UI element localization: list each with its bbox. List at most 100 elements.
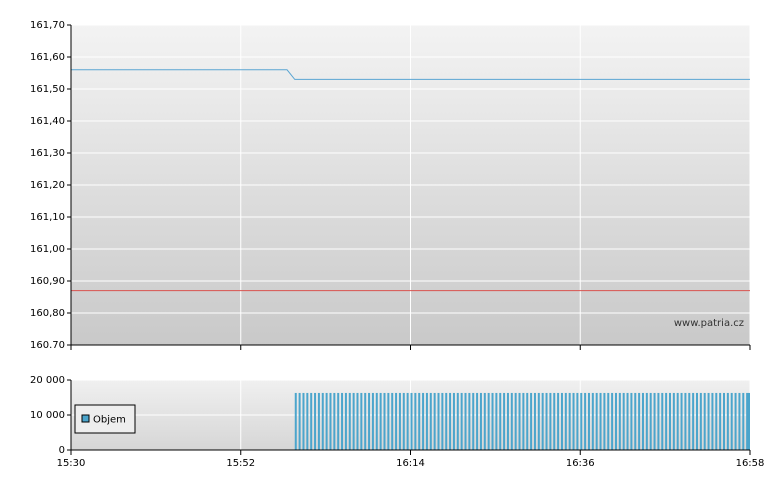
volume-bar [684,392,687,450]
y-tick-label: 0 [59,445,65,456]
volume-bar [441,392,444,450]
volume-bar [672,392,675,450]
volume-bar [429,392,432,450]
x-tick-label: 16:36 [566,458,595,469]
y-tick-label: 161,50 [30,84,65,95]
volume-bar [341,392,344,450]
volume-bar [626,392,629,450]
volume-bar [557,392,560,450]
volume-bar [599,392,602,450]
volume-bar [618,392,621,450]
volume-bar [356,392,359,450]
volume-bar [622,392,625,450]
y-tick-label: 161,70 [30,20,65,31]
volume-bar [487,392,490,450]
volume-bar [607,392,610,450]
volume-bar [537,392,540,450]
volume-bar [398,392,401,450]
y-tick-label: 161,20 [30,180,65,191]
volume-bar [317,392,320,450]
volume-bar [491,392,494,450]
volume-bar [560,392,563,450]
volume-bar [699,392,702,450]
volume-bar [711,392,714,450]
volume-bar [545,392,548,450]
volume-bar [344,392,347,450]
volume-bar [460,392,463,450]
volume-bar [452,392,455,450]
price-line [71,69,750,80]
volume-bar [425,392,428,450]
y-tick-label: 161,40 [30,116,65,127]
volume-bar [549,392,552,450]
volume-bar [379,392,382,450]
legend-label: Objem [93,415,126,426]
volume-bar [730,392,733,450]
x-tick-label: 15:30 [57,458,86,469]
volume-bar [676,392,679,450]
y-tick-label: 161,60 [30,52,65,63]
volume-bar [298,392,301,450]
volume-bar [587,392,590,450]
volume-bar [414,392,417,450]
volume-bar [449,392,452,450]
volume-bar [649,392,652,450]
volume-bar [630,392,633,450]
volume-bar [572,392,575,450]
volume-bar [483,392,486,450]
y-tick-label: 20 000 [30,375,65,386]
volume-bar [530,392,533,450]
volume-bar [742,392,745,450]
volume-bar [464,392,467,450]
volume-bar [422,392,425,450]
volume-bar [418,392,421,450]
volume-bar [645,392,648,450]
volume-bar [348,392,351,450]
volume-bar [719,392,722,450]
watermark: www.patria.cz [674,318,744,329]
volume-bar [680,392,683,450]
volume-bar [738,392,741,450]
y-tick-label: 161,00 [30,244,65,255]
y-tick-label: 161,30 [30,148,65,159]
volume-bar [506,392,509,450]
volume-bar [352,392,355,450]
volume-bar [391,392,394,450]
volume-bar [568,392,571,450]
x-tick-label: 16:14 [396,458,425,469]
volume-bar [368,392,371,450]
volume-bar [634,392,637,450]
volume-bar [294,392,297,450]
volume-bar [325,392,328,450]
volume-bar [503,392,506,450]
volume-bar [591,392,594,450]
volume-bar [641,392,644,450]
volume-bar [584,392,587,450]
volume-bar [445,392,448,450]
y-tick-label: 10 000 [30,410,65,421]
volume-bar [333,392,336,450]
volume-bar [321,392,324,450]
y-tick-label: 161,10 [30,212,65,223]
volume-bar [514,392,517,450]
y-tick-label: 160,90 [30,276,65,287]
y-tick-label: 160,80 [30,308,65,319]
volume-bar [310,392,313,450]
y-tick-label: 160.70 [30,340,65,351]
volume-bar [564,392,567,450]
volume-bar [703,392,706,450]
x-tick-label: 15:52 [226,458,255,469]
volume-bar [734,392,737,450]
volume-bar [468,392,471,450]
volume-bar [638,392,641,450]
volume-bar [433,392,436,450]
volume-bar [726,392,729,450]
volume-bar [383,392,386,450]
volume-bar [410,392,413,450]
volume-bar [746,392,749,450]
volume-bar [495,392,498,450]
x-tick-label: 16:58 [736,458,765,469]
volume-bar [306,392,309,450]
volume-bar [522,392,525,450]
